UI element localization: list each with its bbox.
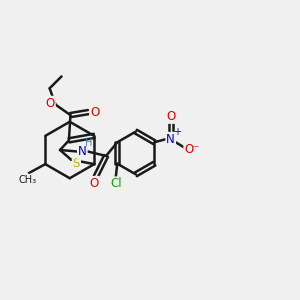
Text: S: S [73, 157, 80, 170]
Text: CH₃: CH₃ [18, 175, 37, 184]
Text: O: O [46, 97, 55, 110]
Text: O: O [90, 106, 99, 118]
Text: N: N [166, 133, 175, 146]
Text: O⁻: O⁻ [184, 143, 200, 156]
Text: H: H [85, 138, 92, 148]
Text: Cl: Cl [110, 177, 122, 190]
Text: O: O [166, 110, 175, 123]
Text: O: O [90, 177, 99, 190]
Text: N: N [78, 145, 87, 158]
Text: +: + [173, 127, 181, 137]
